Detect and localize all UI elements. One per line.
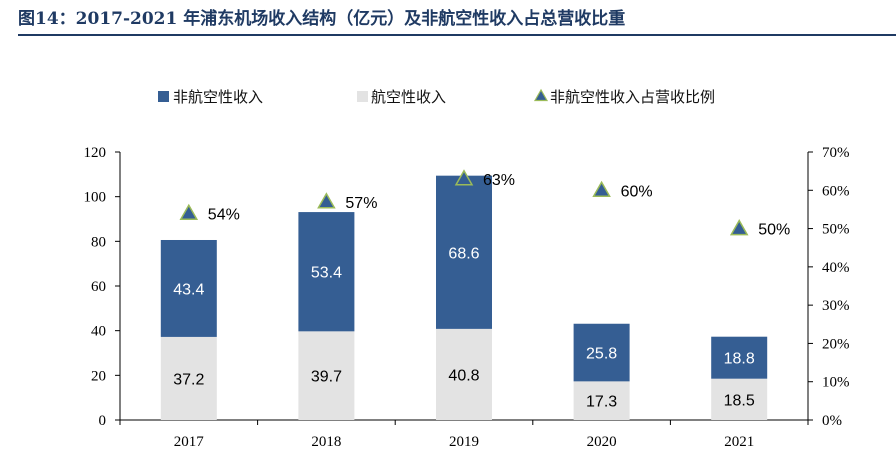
bar-non-aviation-revenue <box>573 323 630 382</box>
x-tick-label: 2017 <box>174 434 205 450</box>
bar-aviation-revenue <box>298 331 355 420</box>
y-tick-label: 0 <box>99 413 107 429</box>
bar-label-non-aviation: 18.8 <box>724 351 755 368</box>
bar-label-aviation: 18.5 <box>724 392 755 409</box>
ratio-label: 60% <box>621 183 653 200</box>
bar-aviation-revenue <box>160 336 217 420</box>
ratio-triangle-marker <box>592 180 611 198</box>
y2-tick-label: 70% <box>822 145 850 161</box>
bar-aviation-revenue <box>573 381 630 420</box>
y-tick-label: 100 <box>84 190 107 206</box>
y-tick-label: 40 <box>91 324 106 340</box>
bar-label-aviation: 37.2 <box>173 371 204 388</box>
ratio-triangle-marker <box>454 169 474 186</box>
chart-ratio-markers: 54% 57% 63% 60% 50% <box>179 169 790 239</box>
legend-triangle-icon <box>533 88 549 102</box>
y2-tick-label: 40% <box>822 260 850 276</box>
legend-label-aviation: 航空性收入 <box>371 88 446 106</box>
ratio-triangle-marker <box>179 203 199 221</box>
y-tick-label: 60 <box>91 279 106 295</box>
bar-aviation-revenue <box>436 328 492 420</box>
y2-tick-label: 50% <box>822 222 850 238</box>
x-tick-label: 2019 <box>449 434 479 450</box>
legend-label-ratio: 非航空性收入占营收比例 <box>550 88 715 106</box>
y2-tick-label: 0% <box>822 413 842 429</box>
bar-label-non-aviation: 25.8 <box>586 346 617 363</box>
bar-label-non-aviation: 53.4 <box>311 265 342 282</box>
x-tick-label: 2021 <box>724 434 754 450</box>
bar-non-aviation-revenue <box>160 239 217 337</box>
ratio-label: 63% <box>483 172 515 189</box>
y2-tick-label: 60% <box>822 183 850 199</box>
bar-label-aviation: 39.7 <box>311 369 342 386</box>
bar-aviation-revenue <box>711 378 768 420</box>
chart-legend: 非航空性收入 航空性收入 非航空性收入占营收比例 <box>158 88 715 106</box>
y2-tick-label: 30% <box>822 298 850 314</box>
bar-label-non-aviation: 68.6 <box>448 245 479 262</box>
y-tick-label: 20 <box>91 368 106 384</box>
legend-label-non-aviation: 非航空性收入 <box>173 88 263 106</box>
title-rule <box>18 34 896 36</box>
bar-label-aviation: 40.8 <box>448 367 479 384</box>
chart-axes: 0 20 40 60 80 100 120 0% 10% 20% 30% 40% 50% 60% 70% 20… <box>84 145 850 450</box>
legend-swatch-aviation <box>357 91 368 102</box>
ratio-triangle-marker <box>317 192 336 209</box>
x-tick-label: 2018 <box>311 434 341 450</box>
figure-title: 图14：2017-2021 年浦东机场收入结构（亿元）及非航空性收入占总营收比重 <box>18 9 626 29</box>
y2-tick-label: 20% <box>822 336 850 352</box>
bar-non-aviation-revenue <box>711 336 768 379</box>
x-tick-label: 2020 <box>587 434 617 450</box>
legend-swatch-non-aviation <box>158 91 169 102</box>
ratio-label: 57% <box>345 195 377 212</box>
y-tick-label: 80 <box>91 234 106 250</box>
bar-non-aviation-revenue <box>436 175 492 329</box>
y2-tick-label: 10% <box>822 375 850 391</box>
ratio-label: 50% <box>758 222 790 239</box>
ratio-triangle-marker <box>729 219 749 236</box>
y-tick-label: 120 <box>84 145 107 161</box>
bar-non-aviation-revenue <box>298 212 355 332</box>
bar-label-aviation: 17.3 <box>586 394 617 411</box>
ratio-label: 54% <box>208 206 240 223</box>
bar-label-non-aviation: 43.4 <box>173 281 204 298</box>
chart-bars: 37.2 43.4 39.7 53.4 40.8 68.6 17.3 25.8 18.5 18.8 <box>160 175 768 420</box>
